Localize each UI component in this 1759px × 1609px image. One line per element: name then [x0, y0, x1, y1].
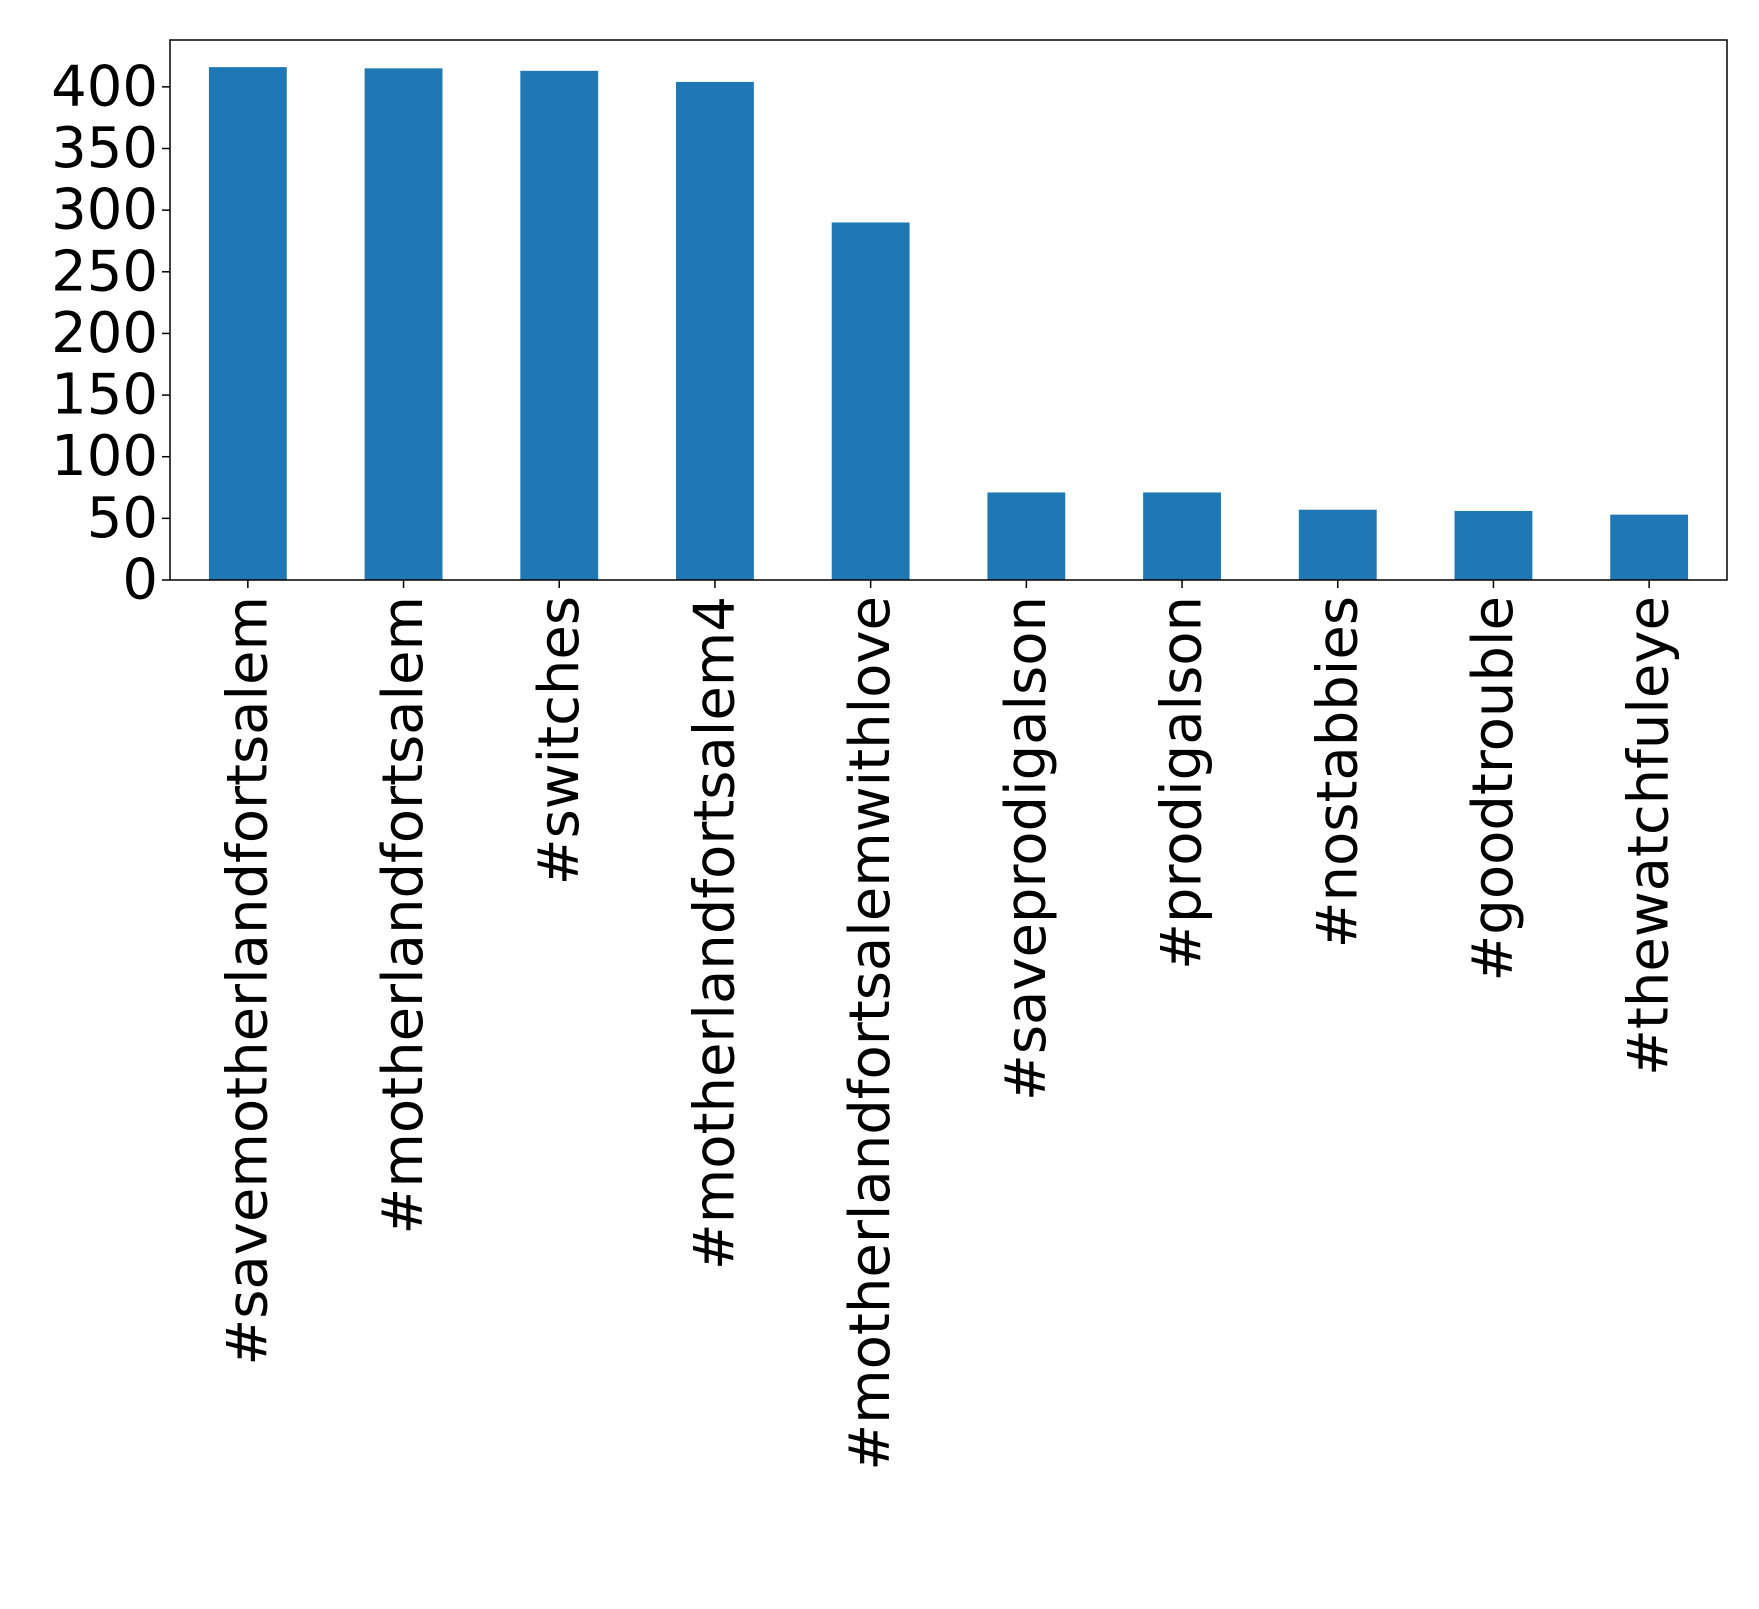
x-tick-label: #motherlandfortsalem4 — [682, 596, 747, 1270]
bar-savemotherlandfortsalem — [208, 67, 287, 580]
x-tick-label: #motherlandfortsalem — [371, 596, 436, 1235]
y-tick-label: 250 — [51, 239, 158, 304]
bars-layer — [208, 67, 1689, 581]
y-tick-label: 50 — [87, 486, 158, 551]
x-tick-label: #nostabbies — [1305, 596, 1370, 948]
bar-goodtrouble — [1454, 510, 1533, 580]
x-tick-label: #savemotherlandfortsalem — [215, 596, 280, 1366]
bar-motherlandfortsalemwithlove — [831, 222, 910, 580]
y-tick-label: 200 — [51, 301, 158, 366]
bar-motherlandfortsalem4 — [676, 81, 754, 580]
y-tick-label: 350 — [51, 116, 158, 181]
plot-frame — [169, 39, 1728, 581]
y-tick-label: 400 — [51, 54, 158, 119]
x-tick-label: #saveprodigalson — [994, 596, 1059, 1101]
bar-motherlandfortsalem — [364, 68, 443, 580]
bar-switches — [520, 70, 599, 581]
y-tick-label: 150 — [51, 363, 158, 428]
bar-nostabbies — [1298, 509, 1377, 580]
y-tick-label: 0 — [122, 548, 158, 613]
bar-thewatchfuleye — [1610, 514, 1689, 580]
bar-prodigalson — [1143, 492, 1221, 580]
x-axis: #savemotherlandfortsalem #motherlandforts… — [215, 580, 1682, 1471]
bar-saveprodigalson — [987, 492, 1066, 580]
x-tick-label: #goodtrouble — [1461, 596, 1526, 982]
y-tick-label: 300 — [51, 178, 158, 243]
x-tick-label: #motherlandfortsalemwithlove — [838, 596, 903, 1471]
y-tick-label: 100 — [51, 424, 158, 489]
x-tick-label: #switches — [527, 596, 592, 885]
x-tick-label: #thewatchfuleye — [1617, 596, 1682, 1076]
x-tick-label: #prodigalson — [1150, 596, 1215, 970]
